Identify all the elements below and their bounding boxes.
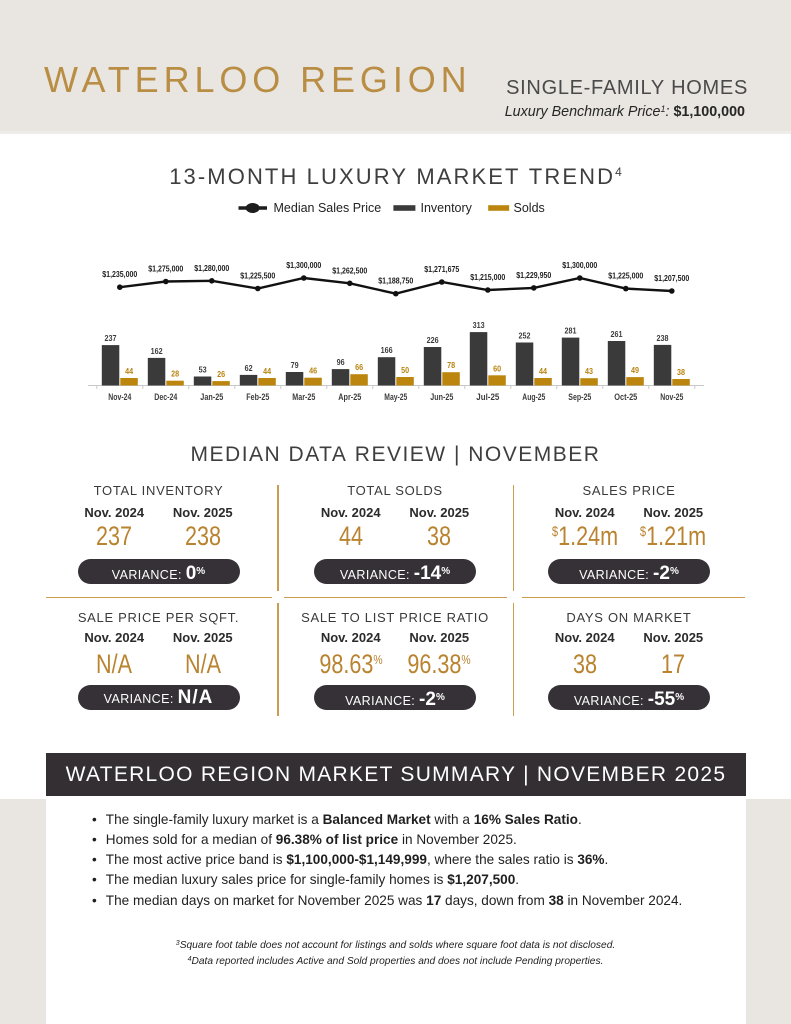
svg-text:Oct-25: Oct-25 xyxy=(614,391,637,402)
svg-text:$1,225,500: $1,225,500 xyxy=(240,271,275,281)
svg-text:79: 79 xyxy=(291,360,299,370)
svg-text:$1,235,000: $1,235,000 xyxy=(102,269,137,279)
svg-text:Feb-25: Feb-25 xyxy=(246,391,269,402)
svg-text:Sep-25: Sep-25 xyxy=(568,391,591,402)
svg-text:$1,280,000: $1,280,000 xyxy=(194,263,229,273)
svg-text:$1,207,500: $1,207,500 xyxy=(654,273,689,283)
svg-text:Jun-25: Jun-25 xyxy=(430,391,453,402)
svg-text:Median Sales Price: Median Sales Price xyxy=(274,201,382,215)
svg-text:46: 46 xyxy=(309,366,317,376)
svg-text:44: 44 xyxy=(539,366,547,376)
svg-text:Dec-24: Dec-24 xyxy=(154,391,178,402)
svg-text:$1,225,000: $1,225,000 xyxy=(608,271,643,281)
svg-text:96: 96 xyxy=(337,357,345,367)
svg-text:62: 62 xyxy=(245,363,253,373)
svg-text:Apr-25: Apr-25 xyxy=(338,391,361,402)
svg-text:Solds: Solds xyxy=(514,201,545,215)
svg-text:44: 44 xyxy=(125,366,133,376)
svg-text:313: 313 xyxy=(473,320,485,330)
svg-text:226: 226 xyxy=(427,335,439,345)
svg-text:26: 26 xyxy=(217,369,225,379)
svg-text:Jan-25: Jan-25 xyxy=(200,391,223,402)
svg-text:49: 49 xyxy=(631,365,639,375)
svg-text:Nov-24: Nov-24 xyxy=(108,391,132,402)
svg-text:252: 252 xyxy=(519,331,531,341)
svg-text:261: 261 xyxy=(611,329,623,339)
svg-text:$1,262,500: $1,262,500 xyxy=(332,265,367,275)
svg-text:66: 66 xyxy=(355,362,363,372)
svg-text:78: 78 xyxy=(447,360,455,370)
svg-text:44: 44 xyxy=(263,366,271,376)
svg-text:237: 237 xyxy=(105,333,117,343)
svg-text:162: 162 xyxy=(151,346,163,356)
svg-text:50: 50 xyxy=(401,365,409,375)
svg-text:$1,188,750: $1,188,750 xyxy=(378,276,413,286)
svg-text:Inventory: Inventory xyxy=(421,201,473,215)
svg-text:$1,215,000: $1,215,000 xyxy=(470,272,505,282)
svg-text:$1,275,000: $1,275,000 xyxy=(148,264,183,274)
svg-text:238: 238 xyxy=(657,333,669,343)
svg-text:May-25: May-25 xyxy=(384,391,407,402)
svg-text:166: 166 xyxy=(381,345,393,355)
svg-text:Mar-25: Mar-25 xyxy=(292,391,315,402)
svg-text:28: 28 xyxy=(171,369,179,379)
svg-text:$1,300,000: $1,300,000 xyxy=(286,260,321,270)
svg-text:60: 60 xyxy=(493,363,501,373)
svg-text:Aug-25: Aug-25 xyxy=(522,391,545,402)
svg-text:$1,229,950: $1,229,950 xyxy=(516,270,551,280)
svg-text:$1,271,675: $1,271,675 xyxy=(424,264,459,274)
svg-text:43: 43 xyxy=(585,366,593,376)
svg-text:Jul-25: Jul-25 xyxy=(476,391,499,402)
svg-text:53: 53 xyxy=(199,365,207,375)
svg-text:Nov-25: Nov-25 xyxy=(660,391,683,402)
svg-text:38: 38 xyxy=(677,367,685,377)
svg-text:$1,300,000: $1,300,000 xyxy=(562,260,597,270)
svg-text:281: 281 xyxy=(565,326,577,336)
